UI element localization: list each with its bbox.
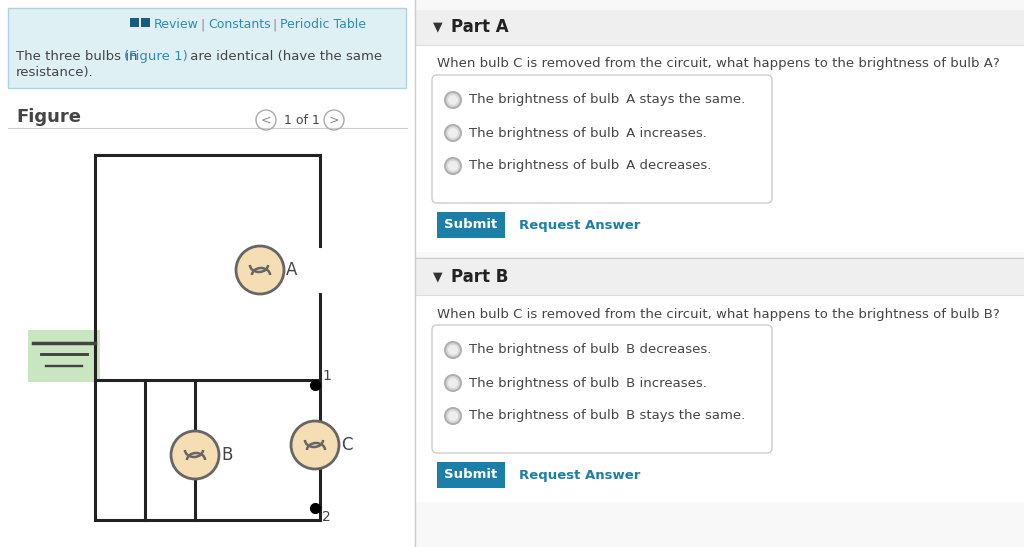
- Circle shape: [171, 431, 219, 479]
- FancyBboxPatch shape: [8, 8, 406, 88]
- Circle shape: [449, 95, 458, 105]
- Text: The brightness of bulb  A increases.: The brightness of bulb A increases.: [469, 126, 707, 139]
- Circle shape: [236, 246, 284, 294]
- Bar: [415, 10, 1024, 45]
- Text: Figure: Figure: [16, 108, 81, 126]
- FancyBboxPatch shape: [437, 462, 505, 488]
- Circle shape: [449, 345, 458, 355]
- Circle shape: [445, 375, 461, 391]
- Text: Submit: Submit: [444, 468, 498, 481]
- Text: <: <: [261, 113, 271, 126]
- Text: Submit: Submit: [444, 218, 498, 231]
- Text: |: |: [200, 19, 204, 32]
- Circle shape: [449, 128, 458, 138]
- Bar: [0, 0, 415, 547]
- Bar: [415, 295, 1024, 502]
- Text: Review: Review: [154, 19, 199, 32]
- Text: resistance).: resistance).: [16, 66, 94, 79]
- Text: 2: 2: [322, 510, 331, 524]
- Text: C: C: [341, 436, 352, 454]
- Bar: [141, 18, 150, 27]
- Bar: [415, 0, 1024, 547]
- Bar: [28, 330, 100, 382]
- Text: When bulb C is removed from the circuit, what happens to the brightness of bulb : When bulb C is removed from the circuit,…: [437, 308, 999, 321]
- FancyBboxPatch shape: [437, 212, 505, 238]
- Circle shape: [445, 158, 461, 174]
- Circle shape: [445, 342, 461, 358]
- Circle shape: [445, 125, 461, 141]
- Bar: [415, 260, 1024, 295]
- Bar: [130, 18, 139, 27]
- Circle shape: [291, 421, 339, 469]
- Circle shape: [445, 92, 461, 108]
- Text: ▼: ▼: [433, 20, 442, 33]
- Circle shape: [449, 411, 458, 421]
- Text: Part B: Part B: [451, 268, 508, 286]
- Circle shape: [449, 378, 458, 388]
- Text: The brightness of bulb  B increases.: The brightness of bulb B increases.: [469, 376, 707, 389]
- Text: are identical (have the same: are identical (have the same: [186, 50, 382, 63]
- Text: Constants: Constants: [208, 19, 270, 32]
- Text: 1 of 1: 1 of 1: [284, 113, 319, 126]
- Text: The brightness of bulb  A decreases.: The brightness of bulb A decreases.: [469, 160, 712, 172]
- FancyBboxPatch shape: [432, 75, 772, 203]
- Text: Request Answer: Request Answer: [519, 468, 640, 481]
- Circle shape: [445, 408, 461, 424]
- Text: The three bulbs in: The three bulbs in: [16, 50, 141, 63]
- Text: Periodic Table: Periodic Table: [280, 19, 366, 32]
- Text: The brightness of bulb  B decreases.: The brightness of bulb B decreases.: [469, 344, 712, 357]
- FancyBboxPatch shape: [432, 325, 772, 453]
- Text: The brightness of bulb  A stays the same.: The brightness of bulb A stays the same.: [469, 94, 745, 107]
- Bar: [415, 45, 1024, 252]
- Text: Part A: Part A: [451, 18, 509, 36]
- Text: A: A: [286, 261, 297, 279]
- Text: Request Answer: Request Answer: [519, 218, 640, 231]
- Text: B: B: [221, 446, 232, 464]
- Text: |: |: [272, 19, 276, 32]
- Text: When bulb C is removed from the circuit, what happens to the brightness of bulb : When bulb C is removed from the circuit,…: [437, 57, 999, 70]
- Text: ▼: ▼: [433, 271, 442, 283]
- Text: (Figure 1): (Figure 1): [124, 50, 187, 63]
- Text: >: >: [329, 113, 339, 126]
- Circle shape: [449, 161, 458, 171]
- Text: 1: 1: [322, 369, 331, 383]
- Text: The brightness of bulb  B stays the same.: The brightness of bulb B stays the same.: [469, 410, 745, 422]
